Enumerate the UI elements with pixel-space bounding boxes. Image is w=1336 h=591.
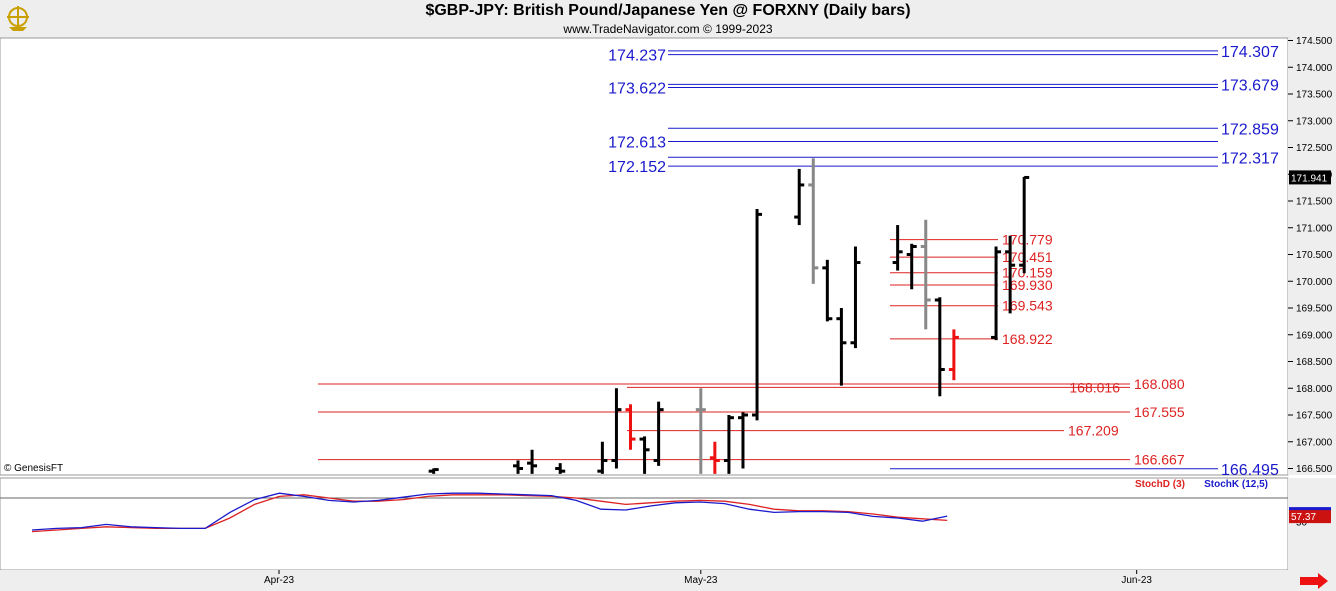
price-tick-label: 168.500	[1296, 357, 1333, 368]
red-level-label: 166.667	[1134, 452, 1185, 468]
ohlc-bar	[808, 158, 819, 284]
copyright-label: © GenesisFT	[4, 463, 64, 474]
scroll-right-arrow-icon[interactable]	[1300, 573, 1328, 589]
red-level-label: 167.209	[1068, 423, 1119, 439]
red-level-label: 168.922	[1002, 331, 1053, 347]
x-tick-label: Apr-23	[264, 575, 294, 586]
ohlc-bar	[723, 415, 734, 474]
x-tick-label: Jun-23	[1121, 575, 1152, 586]
price-tick-label: 167.500	[1296, 411, 1333, 422]
ohlc-bar	[625, 404, 636, 450]
ohlc-bar	[639, 436, 650, 474]
price-tick-label: 166.500	[1296, 464, 1333, 475]
ohlc-bar	[920, 219, 931, 330]
ohlc-bar	[934, 297, 945, 397]
price-panel	[0, 37, 1289, 476]
ohlc-bar	[991, 246, 1002, 341]
ohlc-bar	[1019, 175, 1030, 274]
red-level-label: 170.779	[1002, 232, 1053, 248]
red-level-label: 169.930	[1002, 277, 1053, 293]
chart-title: $GBP-JPY: British Pound/Japanese Yen @ F…	[425, 2, 911, 19]
price-tick-label: 172.500	[1296, 143, 1333, 154]
red-level-label: 170.451	[1002, 249, 1053, 265]
stoch-last-box	[1289, 509, 1331, 524]
ohlc-bar	[906, 243, 917, 290]
price-tick-label: 169.500	[1296, 304, 1333, 315]
red-level-label: 168.080	[1134, 376, 1185, 392]
price-tick-label: 170.000	[1296, 277, 1333, 288]
last-price-box	[1289, 170, 1331, 185]
ohlc-bar	[737, 412, 748, 469]
x-axis-panel	[0, 570, 1336, 591]
chart-subtitle: www.TradeNavigator.com © 1999-2023	[563, 22, 773, 36]
blue-level-label: 172.317	[1221, 150, 1279, 167]
red-level-label: 170.159	[1002, 265, 1053, 281]
ohlc-bar	[611, 388, 622, 469]
stochK-legend: StochK (12,5)	[1204, 479, 1268, 490]
blue-level-label: 172.152	[608, 159, 666, 176]
stochK-line	[31, 492, 948, 531]
ohlc-bar	[527, 449, 538, 474]
red-level-label: 167.555	[1134, 404, 1185, 420]
blue-level-label: 172.859	[1221, 121, 1279, 138]
price-tick-label: 167.000	[1296, 437, 1333, 448]
red-level-label: 169.543	[1002, 298, 1053, 314]
ohlc-bar	[1005, 235, 1016, 314]
ohlc-bar	[850, 246, 861, 349]
price-tick-label: 170.500	[1296, 250, 1333, 261]
price-tick-label: 171.000	[1296, 223, 1333, 234]
blue-level-label: 172.613	[608, 134, 666, 151]
price-tick-label: 171.500	[1296, 197, 1333, 208]
price-axis-panel	[1288, 38, 1336, 475]
ohlc-bar	[695, 388, 706, 474]
ohlc-bar	[513, 460, 524, 474]
price-tick-label: 173.500	[1296, 90, 1333, 101]
stoch-axis-panel	[1288, 478, 1336, 570]
ohlc-bar	[709, 441, 720, 474]
blue-level-label: 173.679	[1221, 77, 1279, 94]
blue-level-label: 173.622	[608, 80, 666, 97]
red-level-label: 168.016	[1069, 379, 1120, 395]
ohlc-bar	[836, 308, 847, 386]
blue-level-label: 174.237	[608, 48, 666, 65]
stoch-last-label: 57.37	[1291, 512, 1316, 523]
price-tick-label: 174.000	[1296, 63, 1333, 74]
blue-level-label: 174.307	[1221, 44, 1279, 61]
ohlc-bar	[555, 463, 566, 474]
ohlc-bar	[892, 225, 903, 271]
stoch-last-box-top	[1289, 507, 1331, 511]
last-price-label: 171.941	[1291, 173, 1328, 184]
ohlc-bar	[822, 259, 833, 322]
ohlc-bar	[752, 209, 763, 421]
chart-header	[0, 0, 1336, 38]
x-tick-label: May-23	[684, 575, 718, 586]
ohlc-bar	[948, 329, 959, 381]
ohlc-bar	[597, 441, 608, 474]
price-tick-label: 174.500	[1296, 36, 1333, 47]
price-tick-label: 169.000	[1296, 330, 1333, 341]
stoch-panel	[0, 477, 1289, 571]
ohlc-bar	[794, 168, 805, 226]
blue-level-label: 166.495	[1221, 462, 1279, 479]
price-tick-label: 173.000	[1296, 116, 1333, 127]
ship-wheel-logo-icon	[7, 6, 29, 31]
price-tick-label: 168.000	[1296, 384, 1333, 395]
ohlc-bar	[653, 401, 664, 466]
stochD-legend: StochD (3)	[1135, 479, 1185, 490]
ohlc-bar	[428, 468, 439, 474]
